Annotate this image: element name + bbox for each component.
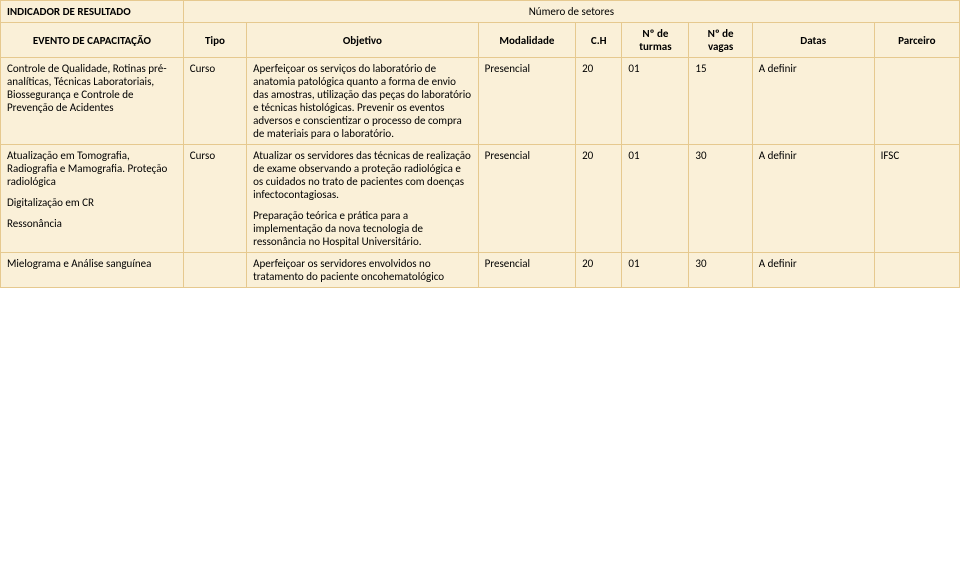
cell-parceiro — [874, 253, 959, 288]
cell-turmas: 01 — [622, 58, 689, 145]
capacitacao-table: INDICADOR DE RESULTADO Número de setores… — [0, 0, 960, 288]
cell-turmas: 01 — [622, 253, 689, 288]
table-row: Atualização em Tomografia, Radiografia e… — [1, 145, 960, 253]
col-header-objetivo: Objetivo — [247, 23, 479, 58]
cell-parceiro — [874, 58, 959, 145]
cell-objetivo: Atualizar os servidores das técnicas de … — [247, 145, 479, 253]
col-header-ch: C.H — [576, 23, 622, 58]
cell-tipo — [183, 253, 246, 288]
col-header-parceiro: Parceiro — [874, 23, 959, 58]
table-row: Mielograma e Análise sanguínea Aperfeiço… — [1, 253, 960, 288]
objetivo-text: Atualizar os servidores das técnicas de … — [253, 149, 472, 201]
cell-turmas: 01 — [622, 145, 689, 253]
col-header-datas: Datas — [752, 23, 874, 58]
cell-ch: 20 — [576, 145, 622, 253]
cell-modalidade: Presencial — [478, 145, 575, 253]
cell-datas: A definir — [752, 145, 874, 253]
evento-text: Ressonância — [7, 217, 177, 230]
col-header-tipo: Tipo — [183, 23, 246, 58]
table-row: Controle de Qualidade, Rotinas pré-analí… — [1, 58, 960, 145]
objetivo-text: Preparação teórica e prática para a impl… — [253, 209, 472, 248]
cell-evento: Mielograma e Análise sanguínea — [1, 253, 184, 288]
cell-vagas: 30 — [689, 253, 752, 288]
cell-ch: 20 — [576, 253, 622, 288]
col-header-vagas: Nº de vagas — [689, 23, 752, 58]
cell-tipo: Curso — [183, 145, 246, 253]
indicator-value: Número de setores — [183, 1, 959, 23]
cell-ch: 20 — [576, 58, 622, 145]
cell-vagas: 15 — [689, 58, 752, 145]
cell-vagas: 30 — [689, 145, 752, 253]
col-header-evento: EVENTO DE CAPACITAÇÃO — [1, 23, 184, 58]
evento-text: Atualização em Tomografia, Radiografia e… — [7, 149, 177, 188]
indicator-label: INDICADOR DE RESULTADO — [1, 1, 184, 23]
cell-parceiro: IFSC — [874, 145, 959, 253]
col-header-modalidade: Modalidade — [478, 23, 575, 58]
cell-modalidade: Presencial — [478, 58, 575, 145]
cell-tipo: Curso — [183, 58, 246, 145]
col-header-turmas: Nº de turmas — [622, 23, 689, 58]
cell-evento: Controle de Qualidade, Rotinas pré-analí… — [1, 58, 184, 145]
cell-datas: A definir — [752, 253, 874, 288]
indicator-row: INDICADOR DE RESULTADO Número de setores — [1, 1, 960, 23]
column-header-row: EVENTO DE CAPACITAÇÃO Tipo Objetivo Moda… — [1, 23, 960, 58]
cell-objetivo: Aperfeiçoar os servidores envolvidos no … — [247, 253, 479, 288]
evento-text: Digitalização em CR — [7, 196, 177, 209]
cell-datas: A definir — [752, 58, 874, 145]
cell-modalidade: Presencial — [478, 253, 575, 288]
cell-objetivo: Aperfeiçoar os serviços do laboratório d… — [247, 58, 479, 145]
cell-evento: Atualização em Tomografia, Radiografia e… — [1, 145, 184, 253]
